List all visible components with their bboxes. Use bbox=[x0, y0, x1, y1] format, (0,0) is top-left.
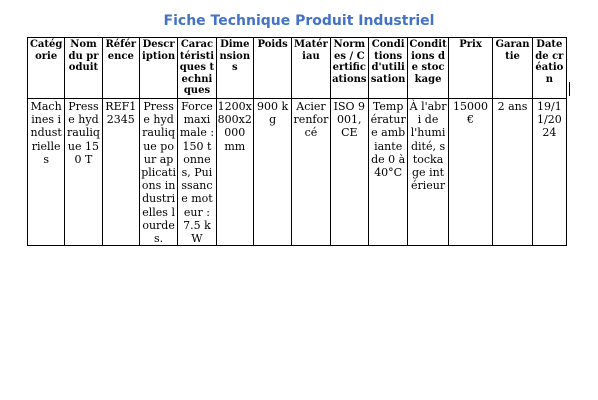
table-row: Machines industrielles Presse hydrauliqu… bbox=[26, 97, 568, 247]
cell-technical-specs: Force maximale : 150 tonnes, Puissance m… bbox=[177, 97, 217, 247]
cell-description: Presse hydraulique pour applications ind… bbox=[138, 97, 179, 247]
cell-product-name: Presse hydraulique 150 T bbox=[64, 97, 103, 247]
cell-material: Acier renforcé bbox=[291, 97, 331, 247]
cell-usage-conditions: Température ambiante de 0 à 40°C bbox=[367, 97, 409, 247]
header-price: Prix bbox=[447, 37, 494, 99]
header-standards: Normes / Certifications bbox=[329, 37, 369, 99]
cell-category: Machines industrielles bbox=[26, 97, 66, 247]
header-category: Catégorie bbox=[26, 37, 66, 99]
header-description: Description bbox=[138, 37, 179, 99]
page-title: Fiche Technique Produit Industriel bbox=[163, 13, 435, 29]
cell-storage-conditions: À l'abri de l'humidité, stockage intérie… bbox=[407, 97, 449, 247]
header-warranty: Garantie bbox=[492, 37, 533, 99]
cell-warranty: 2 ans bbox=[492, 97, 533, 247]
header-storage-conditions: Conditions de stockage bbox=[407, 37, 449, 99]
header-weight: Poids bbox=[252, 37, 293, 99]
cell-price: 15000 € bbox=[447, 97, 494, 247]
header-technical-specs: Caractéristiques techniques bbox=[177, 37, 217, 99]
header-material: Matériau bbox=[291, 37, 331, 99]
cell-weight: 900 kg bbox=[252, 97, 293, 247]
header-product-name: Nom du produit bbox=[64, 37, 103, 99]
cell-standards: ISO 9001, CE bbox=[329, 97, 369, 247]
cell-creation-date: 19/11/2024 bbox=[531, 97, 568, 247]
product-spec-table: Catégorie Nom du produit Référence Descr… bbox=[26, 37, 568, 247]
text-cursor bbox=[569, 82, 570, 96]
table-header-row: Catégorie Nom du produit Référence Descr… bbox=[26, 37, 568, 99]
header-reference: Référence bbox=[101, 37, 140, 99]
header-usage-conditions: Conditions d'utilisation bbox=[367, 37, 409, 99]
cell-reference: REF12345 bbox=[101, 97, 140, 247]
header-dimensions: Dimensions bbox=[215, 37, 254, 99]
cell-dimensions: 1200x800x2000 mm bbox=[215, 97, 254, 247]
header-creation-date: Date de création bbox=[531, 37, 568, 99]
